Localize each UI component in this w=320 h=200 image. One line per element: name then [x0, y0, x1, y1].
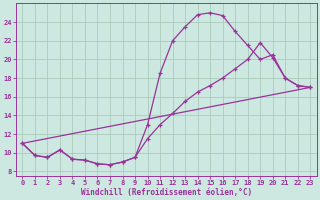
X-axis label: Windchill (Refroidissement éolien,°C): Windchill (Refroidissement éolien,°C)	[81, 188, 252, 197]
